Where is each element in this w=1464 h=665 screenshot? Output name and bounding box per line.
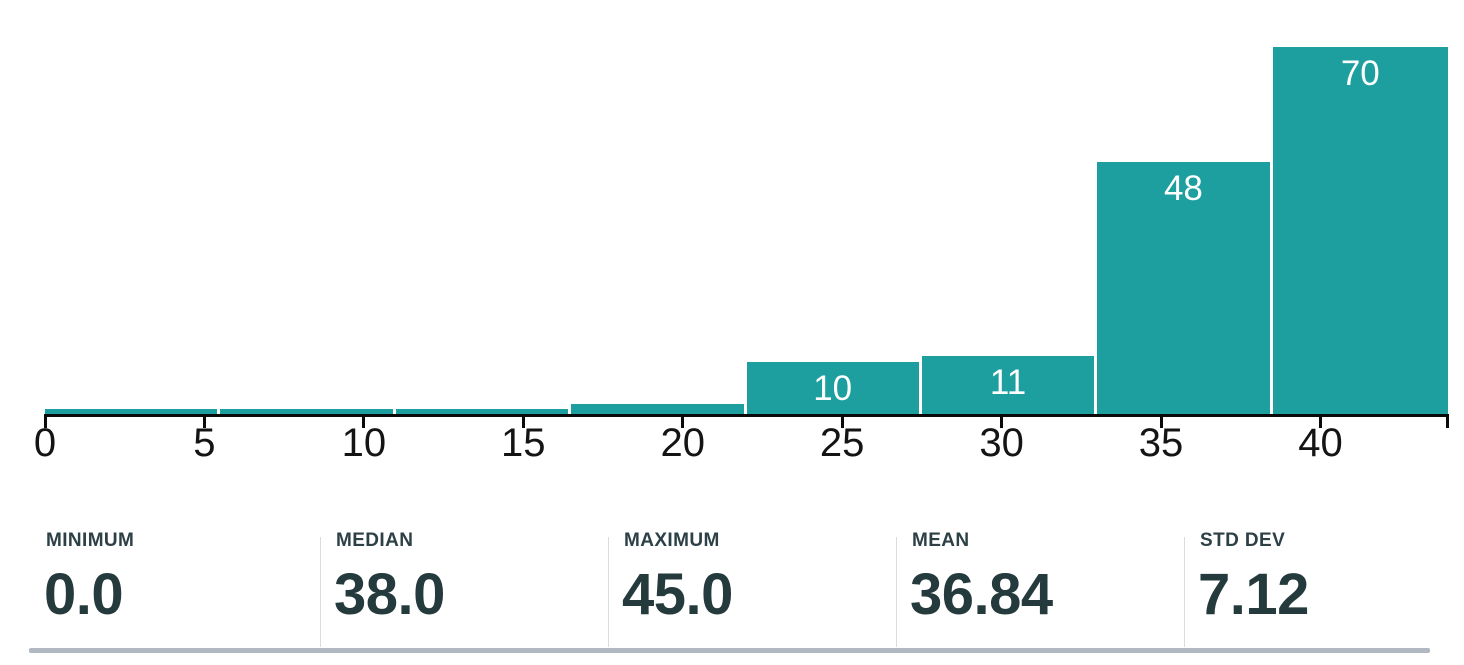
stat-label: MEDIAN bbox=[336, 530, 414, 551]
histogram-bar[interactable] bbox=[45, 408, 218, 414]
histogram-bar[interactable] bbox=[395, 408, 569, 414]
histogram-bar[interactable] bbox=[1272, 46, 1448, 414]
stat-divider bbox=[608, 537, 609, 647]
stat-value: 45.0 bbox=[622, 562, 733, 627]
stat-value: 36.84 bbox=[910, 562, 1053, 627]
x-axis-tick-label: 15 bbox=[501, 421, 546, 465]
stat-cell-std-dev: STD DEV 7.12 bbox=[1184, 528, 1430, 648]
x-axis-tick-label: 35 bbox=[1138, 421, 1184, 465]
x-axis-end-tick bbox=[1446, 417, 1449, 428]
x-axis-tick bbox=[1159, 417, 1163, 428]
x-axis-tick bbox=[521, 417, 525, 428]
x-axis-tick-label: 0 bbox=[33, 421, 57, 465]
bar-value-label: 48 bbox=[1163, 169, 1203, 208]
x-axis-tick-label: 5 bbox=[193, 421, 216, 465]
stat-cell-mean: MEAN 36.84 bbox=[896, 528, 1184, 648]
x-axis-tick bbox=[43, 417, 47, 428]
histogram-bar[interactable] bbox=[220, 408, 393, 414]
x-axis-tick bbox=[362, 417, 366, 428]
bar-value-label: 10 bbox=[813, 368, 853, 408]
horizontal-scrollbar[interactable] bbox=[29, 648, 1430, 653]
stat-label: STD DEV bbox=[1200, 530, 1286, 551]
stat-label: MINIMUM bbox=[46, 530, 135, 551]
histogram-bar[interactable] bbox=[921, 356, 1095, 414]
stat-label: MAXIMUM bbox=[624, 530, 720, 551]
summary-stats-row: MINIMUM 0.0 MEDIAN 38.0 MAXIMUM 45.0 MEAN 36.84… bbox=[0, 528, 1464, 650]
x-axis-tick-label: 40 bbox=[1298, 421, 1343, 465]
stat-divider bbox=[1184, 537, 1185, 647]
x-axis-tick bbox=[1318, 417, 1322, 428]
stat-value: 7.12 bbox=[1198, 562, 1309, 627]
x-axis-tick bbox=[202, 417, 206, 428]
histogram-bar[interactable] bbox=[1097, 162, 1270, 414]
x-axis-tick-label: 10 bbox=[341, 421, 387, 465]
stat-value: 38.0 bbox=[334, 562, 445, 627]
stat-value: 0.0 bbox=[44, 562, 124, 627]
histogram-bar[interactable] bbox=[746, 361, 919, 414]
stat-divider bbox=[320, 537, 321, 647]
x-axis-tick-label: 20 bbox=[660, 421, 705, 465]
x-axis-tick bbox=[681, 417, 685, 428]
bar-value-label: 11 bbox=[989, 363, 1027, 403]
x-axis-tick bbox=[840, 417, 844, 428]
stat-cell-minimum: MINIMUM 0.0 bbox=[30, 528, 320, 648]
stat-label: MEAN bbox=[912, 530, 970, 551]
stat-cell-median: MEDIAN 38.0 bbox=[320, 528, 608, 648]
x-axis-tick bbox=[1000, 417, 1004, 428]
x-axis-line bbox=[44, 414, 1449, 417]
bar-value-label: 70 bbox=[1340, 53, 1380, 93]
stat-cell-maximum: MAXIMUM 45.0 bbox=[608, 528, 896, 648]
histogram-chart: 10 11 48 70 0 5 10 15 20 25 30 35 40 bbox=[33, 46, 1449, 465]
stat-divider bbox=[896, 537, 897, 647]
histogram-bar[interactable] bbox=[571, 403, 744, 414]
x-axis-tick-label: 25 bbox=[819, 421, 865, 465]
x-axis-tick-label: 30 bbox=[979, 421, 1024, 465]
